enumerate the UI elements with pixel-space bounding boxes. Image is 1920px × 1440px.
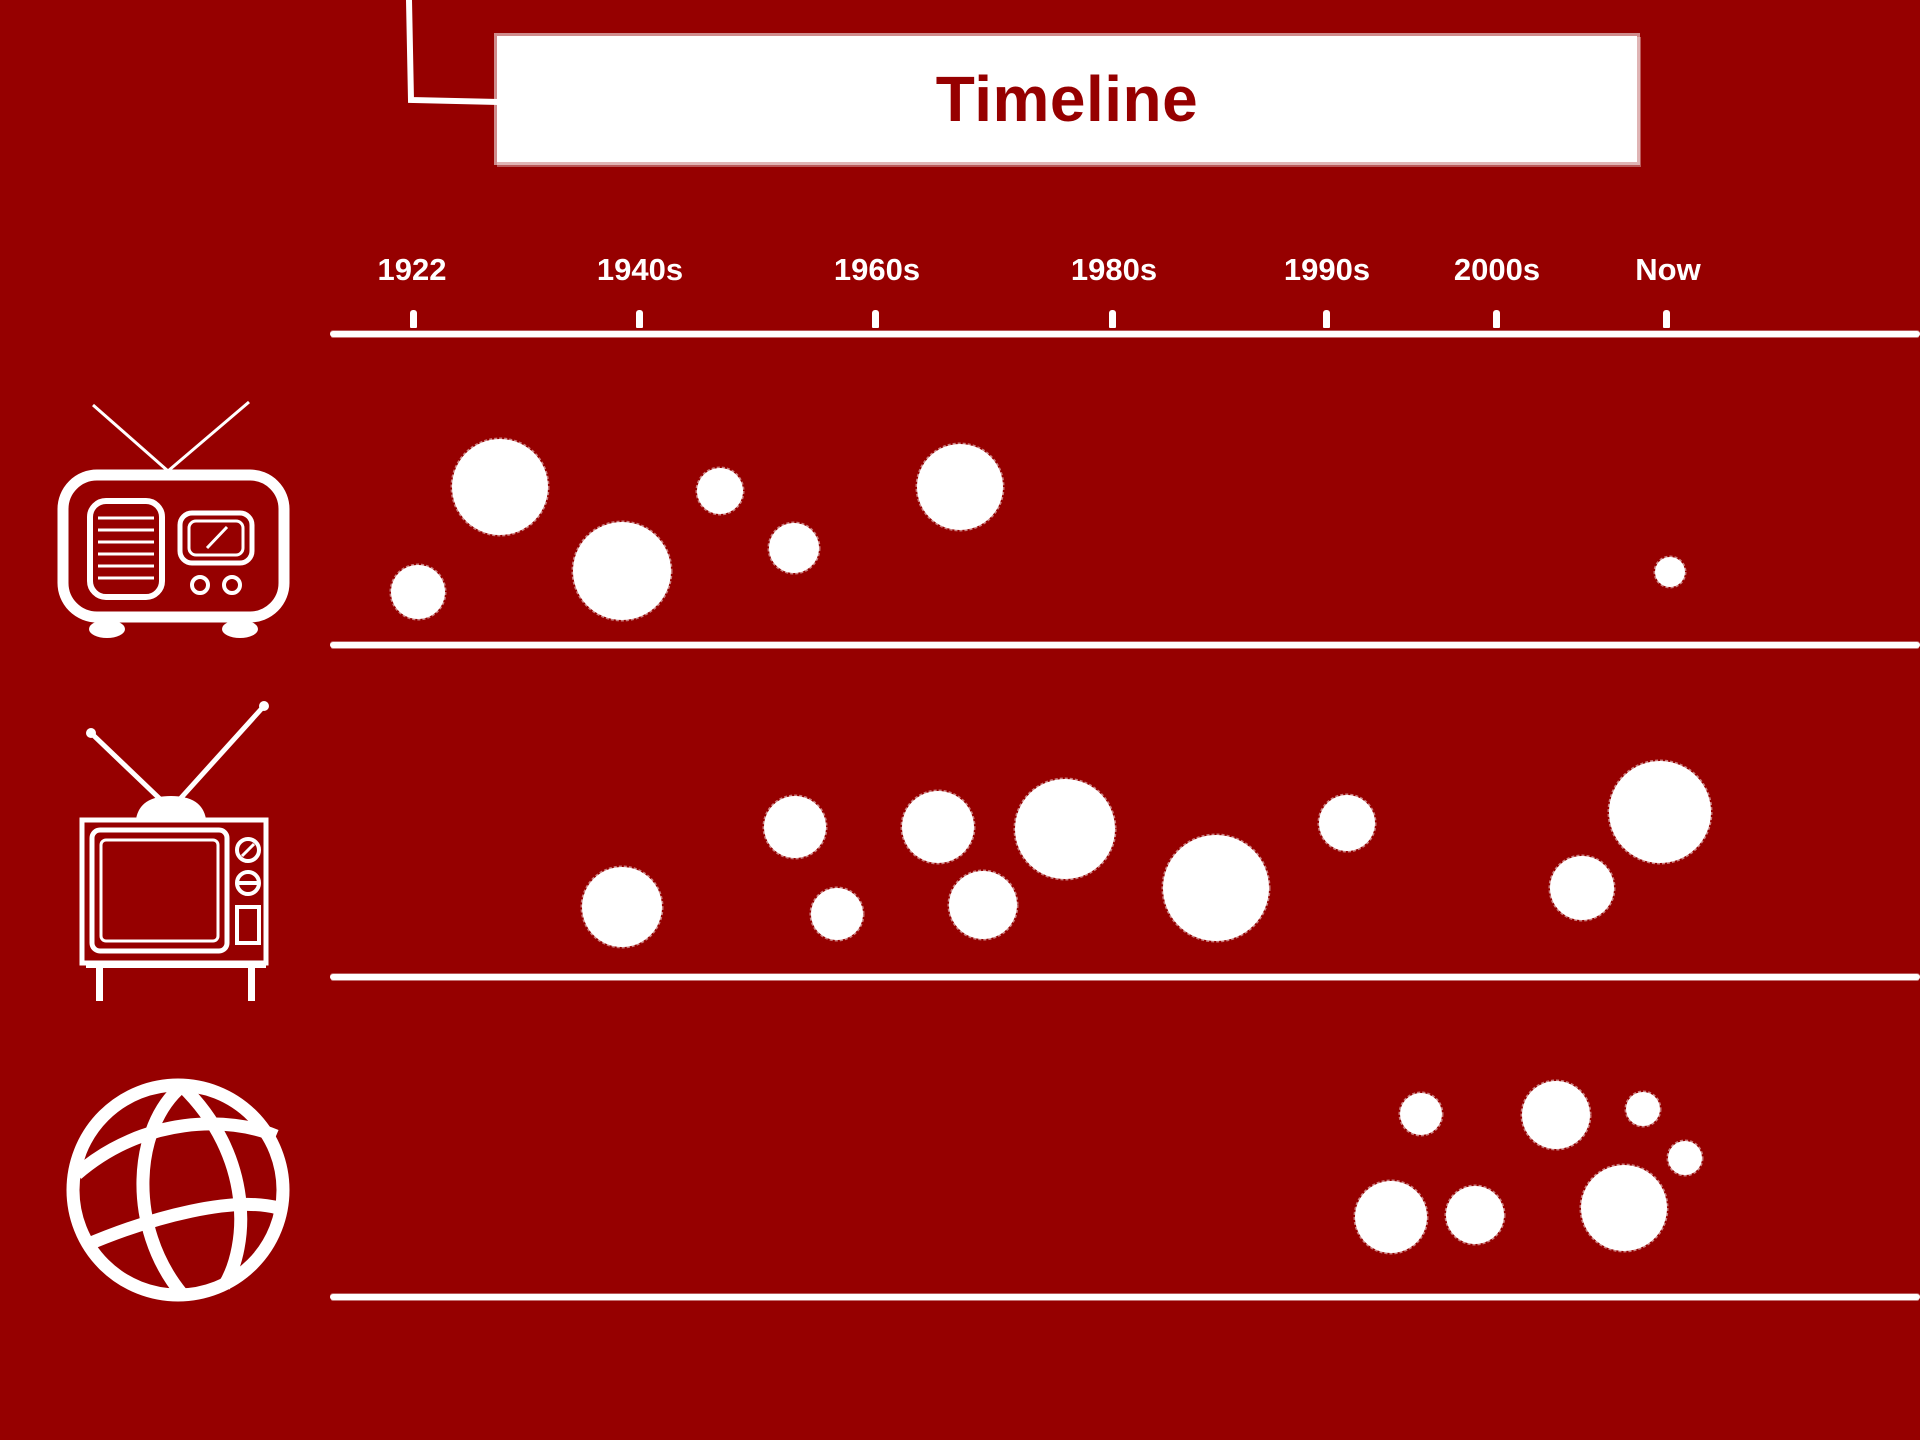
era-label-1960s: 1960s	[833, 252, 921, 287]
row-divider	[330, 1294, 1920, 1300]
era-tick	[1663, 310, 1670, 328]
globe-icon	[66, 1078, 290, 1302]
bubble	[1013, 777, 1117, 881]
bubble	[1653, 555, 1687, 589]
bubble	[915, 442, 1005, 532]
bubble	[1666, 1139, 1704, 1177]
bubble	[900, 789, 976, 865]
bubble	[947, 869, 1019, 941]
bubble	[1161, 833, 1271, 943]
bubble	[695, 466, 745, 516]
bubble	[1520, 1079, 1592, 1151]
bubble	[767, 521, 821, 575]
era-label-1940s: 1940s	[596, 252, 684, 287]
radio-icon	[57, 400, 290, 638]
era-label-1990s: 1990s	[1283, 252, 1371, 287]
bubble	[1317, 793, 1377, 853]
bubble	[762, 794, 828, 860]
era-tick	[872, 310, 879, 328]
era-label-1922: 1922	[377, 252, 447, 287]
bubble	[450, 437, 550, 537]
bubble	[1398, 1091, 1444, 1137]
era-tick	[636, 310, 643, 328]
era-tick	[410, 310, 417, 328]
era-tick	[1323, 310, 1330, 328]
timeline-axis-line	[330, 331, 1920, 337]
era-label-2000s: 2000s	[1453, 252, 1541, 287]
bubble	[1353, 1179, 1429, 1255]
television-icon	[79, 701, 269, 1001]
bubble	[1548, 854, 1616, 922]
era-tick	[1493, 310, 1500, 328]
bubble	[1579, 1163, 1669, 1253]
bubble	[1607, 759, 1713, 865]
bubble	[580, 865, 664, 949]
bubble	[389, 563, 447, 621]
bubble	[809, 886, 865, 942]
era-tick	[1109, 310, 1116, 328]
bubble	[1624, 1090, 1662, 1128]
era-label-now: Now	[1635, 252, 1701, 287]
era-label-1980s: 1980s	[1070, 252, 1158, 287]
row-divider	[330, 642, 1920, 648]
row-divider	[330, 974, 1920, 980]
page-title: Timeline	[935, 63, 1199, 135]
title-banner: Timeline	[497, 36, 1637, 162]
bubble	[571, 520, 673, 622]
bubble	[1444, 1184, 1506, 1246]
